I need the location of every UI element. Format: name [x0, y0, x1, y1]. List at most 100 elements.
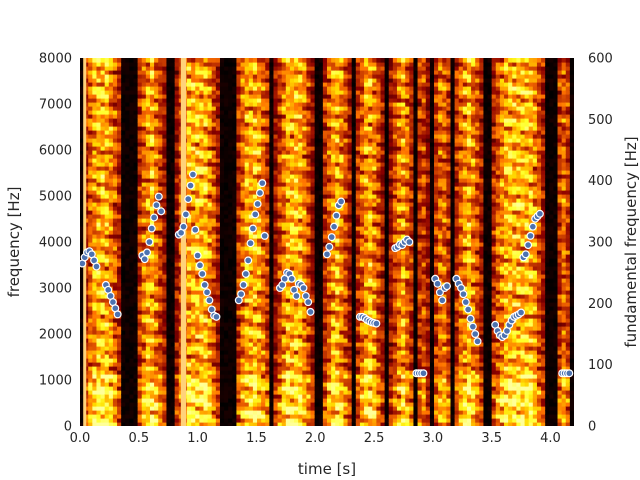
- spectrogram-cell: [240, 362, 246, 367]
- spectrogram-cell: [137, 402, 143, 407]
- spectrogram-cell: [236, 418, 242, 423]
- spectrogram-cell: [285, 230, 291, 235]
- spectrogram-cell: [199, 222, 205, 227]
- spectrogram-cell: [112, 270, 118, 275]
- spectrogram-cell: [191, 202, 196, 207]
- spectrogram-cell: [88, 162, 93, 167]
- spectrogram-cell: [174, 150, 180, 155]
- spectrogram-cell: [277, 318, 283, 323]
- spectrogram-cell: [298, 254, 303, 259]
- spectrogram-cell: [154, 390, 159, 395]
- spectrogram-cell: [112, 246, 118, 251]
- spectrogram-cell: [298, 70, 303, 75]
- spectrogram-cell: [228, 182, 233, 187]
- spectrogram-cell: [145, 146, 151, 151]
- spectrogram-cell: [302, 390, 308, 395]
- spectrogram-cell: [174, 82, 180, 87]
- spectrogram-cell: [224, 378, 229, 383]
- spectrogram-cell: [141, 342, 147, 347]
- spectrogram-cell: [129, 130, 135, 135]
- spectrogram-cell: [281, 246, 287, 251]
- spectrogram-cell: [80, 150, 85, 155]
- spectrogram-cell: [112, 382, 118, 387]
- spectrogram-cell: [257, 110, 262, 115]
- spectrogram-cell: [141, 162, 147, 167]
- spectrogram-cell: [298, 258, 303, 263]
- spectrogram-cell: [236, 98, 242, 103]
- spectrogram-cell: [129, 290, 135, 295]
- spectrogram-cell: [174, 242, 180, 247]
- spectrogram-cell: [80, 230, 85, 235]
- spectrogram-cell: [252, 390, 258, 395]
- spectrogram-cell: [281, 122, 287, 127]
- spectrogram-cell: [294, 74, 299, 79]
- spectrogram-cell: [240, 82, 246, 87]
- spectrogram-cell: [104, 410, 110, 415]
- spectrogram-cell: [154, 122, 159, 127]
- spectrogram-cell: [117, 358, 122, 363]
- spectrogram-cell: [248, 350, 254, 355]
- spectrogram-cell: [261, 78, 266, 83]
- spectrogram-cell: [149, 334, 155, 339]
- spectrogram-cell: [117, 406, 122, 411]
- spectrogram-cell: [195, 302, 200, 307]
- spectrogram-cell: [207, 78, 213, 83]
- spectrogram-cell: [232, 118, 238, 123]
- spectrogram-cell: [125, 242, 130, 247]
- spectrogram-cell: [285, 170, 291, 175]
- spectrogram-cell: [96, 422, 102, 426]
- spectrogram-cell: [145, 110, 151, 115]
- spectrogram-cell: [294, 138, 299, 143]
- spectrogram-cell: [257, 198, 262, 203]
- spectrogram-cell: [133, 94, 139, 99]
- spectrogram-cell: [191, 370, 196, 375]
- spectrogram-cell: [80, 246, 85, 251]
- spectrogram-cell: [108, 106, 114, 111]
- spectrogram-cell: [88, 406, 93, 411]
- spectrogram-cell: [191, 354, 196, 359]
- spectrogram-cell: [232, 190, 238, 195]
- spectrogram-cell: [84, 186, 89, 191]
- spectrogram-cell: [84, 378, 89, 383]
- spectrogram-cell: [92, 98, 98, 103]
- spectrogram-cell: [224, 146, 229, 151]
- spectrogram-cell: [199, 166, 205, 171]
- spectrogram-cell: [281, 290, 287, 295]
- spectrogram-cell: [219, 78, 225, 83]
- spectrogram-cell: [121, 418, 126, 423]
- spectrogram-cell: [100, 150, 106, 155]
- spectrogram-cell: [92, 342, 98, 347]
- spectrogram-cell: [96, 202, 102, 207]
- spectrogram-cell: [219, 106, 225, 111]
- spectrogram-cell: [289, 382, 295, 387]
- spectrogram-cell: [228, 378, 233, 383]
- spectrogram-cell: [80, 202, 85, 207]
- spectrogram-cell: [294, 314, 299, 319]
- spectrogram-cell: [232, 238, 238, 243]
- spectrogram-cell: [248, 254, 254, 259]
- spectrogram-cell: [191, 70, 196, 75]
- spectrogram-cell: [117, 150, 122, 155]
- spectrogram-cell: [199, 254, 205, 259]
- spectrogram-cell: [125, 182, 130, 187]
- spectrogram-cell: [174, 310, 180, 315]
- spectrogram-cell: [191, 398, 196, 403]
- spectrogram-cell: [96, 350, 102, 355]
- spectrogram-cell: [149, 386, 155, 391]
- spectrogram-cell: [224, 118, 229, 123]
- spectrogram-cell: [162, 254, 168, 259]
- spectrogram-cell: [104, 418, 110, 423]
- spectrogram-cell: [88, 118, 93, 123]
- spectrogram-cell: [80, 274, 85, 279]
- spectrogram-cell: [294, 90, 299, 95]
- spectrogram-cell: [158, 374, 163, 379]
- spectrogram-cell: [112, 422, 118, 426]
- spectrogram-cell: [129, 362, 135, 367]
- spectrogram-cell: [129, 298, 135, 303]
- spectrogram-cell: [191, 410, 196, 415]
- spectrogram-cell: [112, 354, 118, 359]
- spectrogram-cell: [84, 130, 89, 135]
- spectrogram-cell: [228, 254, 233, 259]
- spectrogram-cell: [108, 150, 114, 155]
- spectrogram-cell: [149, 94, 155, 99]
